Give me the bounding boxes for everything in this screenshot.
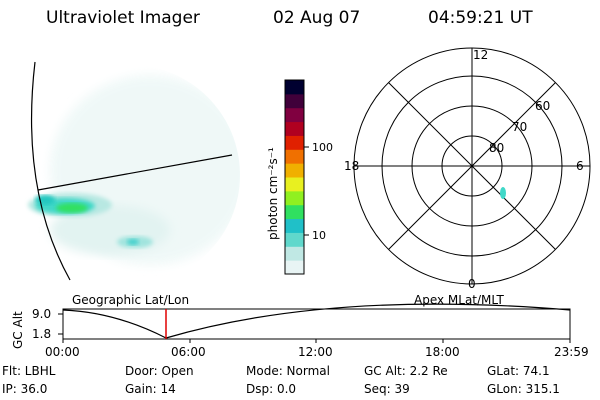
- colorbar-band: [285, 177, 304, 192]
- mlt-label-12: 12: [473, 48, 488, 62]
- info-filter: Flt: LBHL: [2, 364, 56, 378]
- colorbar-band: [285, 93, 304, 109]
- colorbar-label: photon cm⁻²s⁻¹: [266, 147, 280, 240]
- uv-image-disc: [28, 75, 240, 265]
- colorbar-band: [285, 107, 304, 123]
- colorbar-band: [285, 80, 304, 95]
- colorbar: [285, 80, 304, 275]
- mlat-label-80: 80: [489, 141, 504, 155]
- colorbar-band: [285, 218, 304, 233]
- polar-emission-spot: [500, 187, 506, 199]
- mlat-label-70: 70: [512, 120, 527, 134]
- colorbar-band: [285, 149, 304, 164]
- info-door: Door: Open: [125, 364, 194, 378]
- page-title: Ultraviolet Imager: [46, 8, 200, 28]
- mlt-label-0: 0: [468, 277, 476, 291]
- y-tick-label-9: 9.0: [32, 307, 51, 321]
- colorbar-band: [285, 246, 304, 261]
- y-tick-label-1-8: 1.8: [32, 327, 51, 341]
- colorbar-band: [285, 135, 304, 150]
- mlat-label-60: 60: [535, 99, 550, 113]
- x-tick-label-12: 12:00: [298, 345, 333, 359]
- info-mode: Mode: Normal: [246, 364, 330, 378]
- colorbar-band: [285, 190, 304, 206]
- info-gain: Gain: 14: [125, 382, 176, 396]
- colorbar-tick-label-100: 100: [312, 141, 333, 154]
- polar-plot: [353, 47, 591, 285]
- info-glat: GLat: 74.1: [487, 364, 550, 378]
- colorbar-band: [285, 232, 304, 247]
- polar-diagonal-2: [388, 82, 556, 250]
- timeline-right-title: Apex MLat/MLT: [414, 293, 504, 307]
- terminator-line: [37, 154, 233, 191]
- colorbar-band: [285, 204, 304, 220]
- timeline-left-title: Geographic Lat/Lon: [72, 293, 189, 307]
- info-glon: GLon: 315.1: [487, 382, 560, 396]
- timeline-frame: [62, 308, 571, 340]
- mlt-label-6: 6: [576, 159, 584, 173]
- x-tick-label-18: 18:00: [425, 345, 460, 359]
- mlt-label-18: 18: [344, 159, 359, 173]
- header-time: 04:59:21 UT: [428, 8, 533, 28]
- colorbar-band: [285, 163, 304, 178]
- info-dsp: Dsp: 0.0: [246, 382, 297, 396]
- limb-line: [30, 61, 71, 281]
- x-tick-label-6: 06:00: [171, 345, 206, 359]
- colorbar-frame: [284, 79, 305, 275]
- orbit-altitude-curve: [62, 303, 571, 339]
- info-ip: IP: 36.0: [2, 382, 48, 396]
- info-seq: Seq: 39: [364, 382, 410, 396]
- x-tick-label-0: 00:00: [45, 345, 80, 359]
- x-tick-label-24: 23:59: [554, 345, 589, 359]
- y-axis-label: GC Alt: [11, 311, 25, 349]
- header-date: 02 Aug 07: [273, 8, 361, 28]
- colorbar-tick-label-10: 10: [312, 229, 326, 242]
- colorbar-band: [285, 121, 304, 136]
- info-gc-alt: GC Alt: 2.2 Re: [364, 364, 448, 378]
- colorbar-band: [285, 260, 304, 275]
